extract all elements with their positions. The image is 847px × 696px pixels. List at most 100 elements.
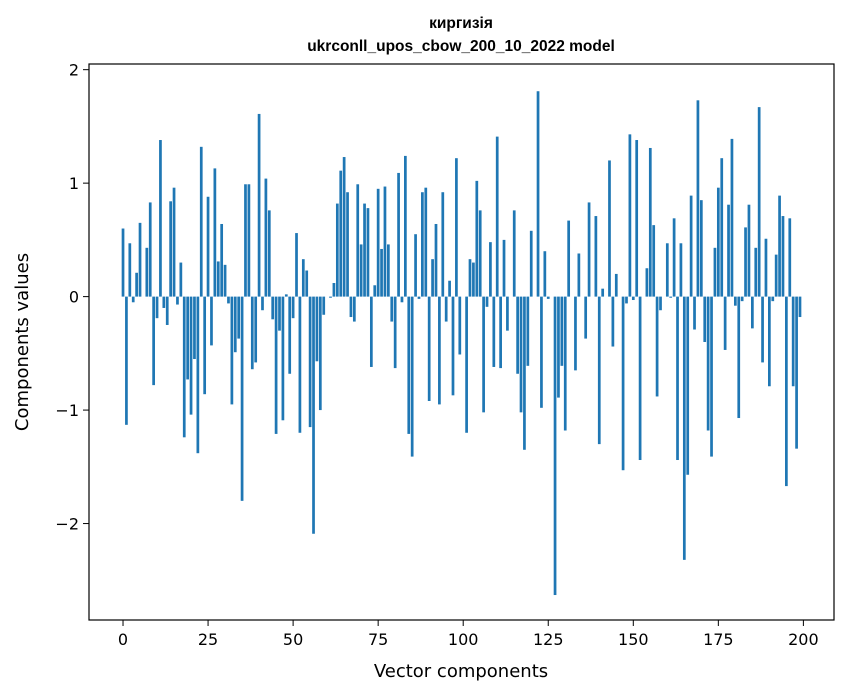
bar-36 — [244, 184, 247, 297]
bar-56 — [312, 296, 315, 534]
bar-141 — [601, 288, 605, 297]
bar-71 — [363, 203, 366, 297]
bar-173 — [710, 296, 713, 457]
bar-7 — [145, 247, 149, 297]
bar-41 — [261, 296, 264, 311]
x-tick-label: 25 — [198, 630, 218, 649]
bar-85 — [410, 296, 414, 457]
bar-12 — [162, 296, 166, 308]
bar-28 — [216, 261, 220, 297]
bar-27 — [213, 168, 217, 297]
x-axis-ticks: 0 25 50 75 100 125 150 175 200 — [118, 620, 819, 649]
x-tick-label: 175 — [703, 630, 734, 649]
bar-78 — [387, 244, 390, 297]
bar-118 — [523, 296, 526, 450]
bar-76 — [380, 248, 383, 297]
bar-197 — [791, 296, 795, 387]
bar-10 — [155, 296, 159, 319]
bar-45 — [274, 296, 278, 434]
bar-162 — [672, 218, 676, 297]
bar-128 — [557, 296, 560, 398]
bar-26 — [210, 296, 213, 346]
bar-116 — [516, 296, 519, 374]
bar-67 — [349, 296, 353, 318]
bar-170 — [699, 200, 703, 297]
x-tick-label: 0 — [118, 630, 128, 649]
bar-155 — [648, 147, 652, 297]
plot-frame — [88, 63, 835, 621]
bar-193 — [778, 195, 781, 297]
bar-139 — [594, 216, 598, 297]
bar-133 — [574, 296, 577, 371]
bar-137 — [587, 202, 591, 297]
bar-191 — [771, 296, 775, 302]
y-tick-label: 2 — [69, 61, 79, 80]
bar-13 — [165, 296, 169, 325]
bar-72 — [366, 208, 370, 297]
bar-58 — [318, 296, 322, 411]
bar-48 — [284, 294, 288, 297]
y-axis-label: Components values — [12, 253, 33, 431]
bar-187 — [757, 107, 761, 297]
bar-178 — [727, 204, 730, 297]
bar-73 — [369, 296, 373, 367]
bar-147 — [621, 296, 625, 471]
y-tick-label: 1 — [69, 174, 79, 193]
bar-21 — [193, 296, 196, 360]
bar-39 — [254, 296, 258, 363]
bar-104 — [475, 180, 479, 297]
bar-157 — [655, 296, 659, 397]
bar-194 — [781, 216, 785, 297]
bars-group — [121, 91, 802, 596]
bar-86 — [414, 234, 417, 297]
y-axis-ticks: −2 −1 0 1 2 — [55, 61, 89, 534]
bar-123 — [540, 296, 543, 408]
bar-77 — [383, 186, 387, 297]
bar-75 — [376, 188, 380, 297]
bar-34 — [237, 296, 241, 339]
bar-158 — [659, 296, 662, 311]
bar-115 — [512, 210, 516, 297]
bar-59 — [322, 296, 326, 315]
bar-145 — [614, 273, 618, 297]
bar-52 — [298, 296, 302, 433]
bar-92 — [434, 223, 438, 297]
bar-168 — [693, 296, 696, 330]
bar-171 — [703, 296, 707, 342]
bar-32 — [230, 296, 234, 405]
bar-175 — [716, 187, 720, 297]
bar-106 — [482, 296, 485, 413]
bar-172 — [706, 296, 710, 431]
bar-5 — [138, 222, 142, 297]
bar-188 — [761, 296, 764, 363]
bar-89 — [424, 187, 428, 297]
bar-177 — [723, 296, 727, 350]
x-axis-label: Vector components — [374, 661, 548, 682]
bar-40 — [257, 113, 261, 297]
bar-74 — [373, 285, 377, 297]
bar-42 — [264, 178, 268, 297]
bar-55 — [308, 296, 312, 428]
bar-18 — [182, 296, 186, 438]
x-tick-label: 100 — [448, 630, 479, 649]
x-tick-label: 50 — [283, 630, 303, 649]
bar-144 — [611, 296, 615, 347]
bar-108 — [489, 242, 492, 297]
bar-163 — [676, 296, 679, 461]
bar-19 — [186, 296, 190, 380]
bar-16 — [176, 296, 179, 305]
bar-4 — [135, 272, 138, 297]
bar-143 — [608, 160, 611, 297]
bar-122 — [536, 91, 540, 297]
bar-101 — [465, 296, 468, 433]
bar-79 — [390, 296, 394, 322]
bar-70 — [359, 244, 363, 297]
chart-subtitle: ukrconll_upos_cbow_200_10_2022 model — [307, 38, 615, 55]
bar-124 — [543, 251, 547, 297]
bar-43 — [267, 210, 271, 297]
bar-161 — [669, 296, 673, 298]
bar-148 — [625, 296, 628, 304]
bar-181 — [737, 296, 741, 419]
x-tick-label: 75 — [368, 630, 388, 649]
bar-169 — [696, 100, 700, 297]
